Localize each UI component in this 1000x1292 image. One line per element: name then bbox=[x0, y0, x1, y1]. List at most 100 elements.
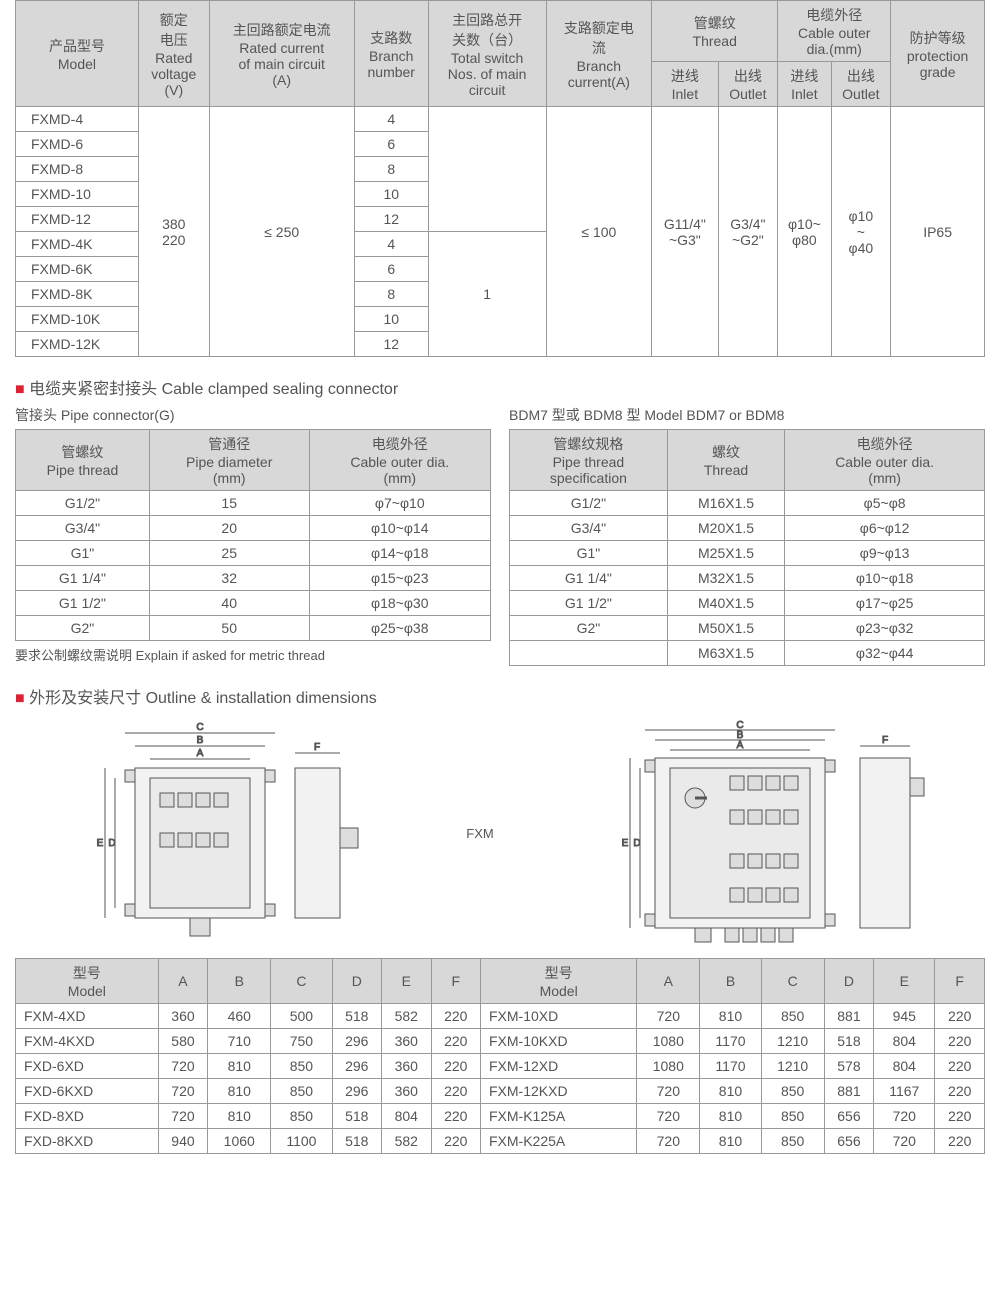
dim-cell: 220 bbox=[431, 1029, 480, 1054]
dim-cell: 720 bbox=[637, 1079, 700, 1104]
dim-cell: FXM-K125A bbox=[480, 1104, 636, 1129]
dim-cell: 220 bbox=[935, 1054, 985, 1079]
dim-cell: 804 bbox=[874, 1029, 935, 1054]
cell-branch: 10 bbox=[354, 307, 428, 332]
dim-cell: 804 bbox=[382, 1104, 431, 1129]
bdm-h2: 螺纹Thread bbox=[667, 430, 784, 491]
svg-text:A: A bbox=[736, 740, 743, 751]
bdm-cell: φ5~φ8 bbox=[785, 491, 985, 516]
table-row-model: FXMD-4 bbox=[16, 107, 139, 132]
th-branch-num: 支路数Branchnumber bbox=[354, 1, 428, 107]
dim-cell: 296 bbox=[332, 1079, 381, 1104]
dim-hE-l: E bbox=[382, 959, 431, 1004]
bdm-cell: φ23~φ32 bbox=[785, 616, 985, 641]
th-cable-inlet: 进线Inlet bbox=[778, 62, 831, 107]
th-total-switch: 主回路总开关数（台）Total switchNos. of maincircui… bbox=[428, 1, 546, 107]
pipe-cell: G3/4" bbox=[16, 516, 150, 541]
bdm-cell: M25X1.5 bbox=[667, 541, 784, 566]
cell-branch: 10 bbox=[354, 182, 428, 207]
cell-cable_outlet: φ10~φ40 bbox=[831, 107, 891, 357]
dim-cell: 220 bbox=[431, 1079, 480, 1104]
dim-hF-r: F bbox=[935, 959, 985, 1004]
dim-cell: 850 bbox=[271, 1104, 332, 1129]
table-row-model: FXMD-10K bbox=[16, 307, 139, 332]
cell-branch_current: ≤ 100 bbox=[546, 107, 652, 357]
dim-cell: 220 bbox=[431, 1129, 480, 1154]
cell-switch-bottom: 1 bbox=[428, 232, 546, 357]
bdm-cell: G1" bbox=[510, 541, 668, 566]
dim-h-model-r: 型号Model bbox=[480, 959, 636, 1004]
dim-cell: 578 bbox=[824, 1054, 873, 1079]
dim-cell: 220 bbox=[935, 1104, 985, 1129]
pipe-cell: φ15~φ23 bbox=[309, 566, 490, 591]
dim-cell: 296 bbox=[332, 1054, 381, 1079]
cell-branch: 12 bbox=[354, 332, 428, 357]
bdm-cell: G1 1/2" bbox=[510, 591, 668, 616]
dim-cell: 810 bbox=[700, 1004, 761, 1029]
table-row-model: FXMD-10 bbox=[16, 182, 139, 207]
bdm-cell: G1/2" bbox=[510, 491, 668, 516]
dim-cell: 1210 bbox=[761, 1029, 824, 1054]
svg-text:D: D bbox=[109, 838, 116, 849]
table-row-model: FXMD-8K bbox=[16, 282, 139, 307]
dim-cell: FXD-8XD bbox=[16, 1104, 159, 1129]
pipe-connector-table: 管螺纹Pipe thread 管通径Pipe diameter(mm) 电缆外径… bbox=[15, 429, 491, 641]
th-main-current: 主回路额定电流Rated currentof main circuit(A) bbox=[209, 1, 354, 107]
th-thread-outlet: 出线Outlet bbox=[718, 62, 778, 107]
dim-cell: 720 bbox=[637, 1004, 700, 1029]
bdm-cell bbox=[510, 641, 668, 666]
dim-cell: 1100 bbox=[271, 1129, 332, 1154]
dim-cell: 220 bbox=[935, 1029, 985, 1054]
svg-text:F: F bbox=[314, 742, 320, 753]
bdm-title: BDM7 型或 BDM8 型 Model BDM7 or BDM8 bbox=[509, 405, 985, 425]
dim-cell: 518 bbox=[824, 1029, 873, 1054]
pipe-cell: G1" bbox=[16, 541, 150, 566]
dim-cell: 296 bbox=[332, 1029, 381, 1054]
dimensions-table: 型号Model A B C D E F 型号Model A B C D E F … bbox=[15, 958, 985, 1154]
bdm-cell: φ32~φ44 bbox=[785, 641, 985, 666]
th-cable: 电缆外径Cable outerdia.(mm) bbox=[778, 1, 891, 62]
pipe-connector-title: 管接头 Pipe connector(G) bbox=[15, 405, 491, 425]
dim-cell: 810 bbox=[700, 1079, 761, 1104]
bdm-cell: M63X1.5 bbox=[667, 641, 784, 666]
metric-note: 要求公制螺纹需说明 Explain if asked for metric th… bbox=[15, 645, 491, 664]
dim-cell: 810 bbox=[700, 1104, 761, 1129]
dim-cell: 460 bbox=[208, 1004, 271, 1029]
pipe-cell: G1 1/4" bbox=[16, 566, 150, 591]
section-dim-text: 外形及安装尺寸 Outline & installation dimension… bbox=[29, 690, 377, 707]
dim-cell: FXD-6XD bbox=[16, 1054, 159, 1079]
dim-cell: 582 bbox=[382, 1129, 431, 1154]
enclosure-large-diagram: C B A E D F bbox=[595, 718, 935, 948]
section-cable-title: ■ 电缆夹紧密封接头 Cable clamped sealing connect… bbox=[15, 375, 985, 399]
svg-text:A: A bbox=[197, 748, 204, 759]
pipe-cell: 40 bbox=[149, 591, 309, 616]
dim-cell: 720 bbox=[637, 1129, 700, 1154]
bdm-cell: M40X1.5 bbox=[667, 591, 784, 616]
cell-branch: 6 bbox=[354, 132, 428, 157]
bdm-cell: M50X1.5 bbox=[667, 616, 784, 641]
pipe-h1: 管螺纹Pipe thread bbox=[16, 430, 150, 491]
bdm-h1: 管螺纹规格Pipe threadspecification bbox=[510, 430, 668, 491]
dim-cell: 720 bbox=[874, 1129, 935, 1154]
dim-cell: FXD-8KXD bbox=[16, 1129, 159, 1154]
cell-branch: 8 bbox=[354, 157, 428, 182]
dim-cell: 810 bbox=[700, 1129, 761, 1154]
th-thread: 管螺纹Thread bbox=[652, 1, 778, 62]
dim-cell: 720 bbox=[637, 1104, 700, 1129]
dim-cell: 220 bbox=[935, 1129, 985, 1154]
pipe-cell: φ18~φ30 bbox=[309, 591, 490, 616]
pipe-cell: 15 bbox=[149, 491, 309, 516]
dim-cell: FXM-4XD bbox=[16, 1004, 159, 1029]
dim-cell: FXM-K225A bbox=[480, 1129, 636, 1154]
cell-main_current: ≤ 250 bbox=[209, 107, 354, 357]
dim-cell: 750 bbox=[271, 1029, 332, 1054]
bdm-cell: φ9~φ13 bbox=[785, 541, 985, 566]
pipe-cell: G1 1/2" bbox=[16, 591, 150, 616]
th-voltage: 额定电压Ratedvoltage(V) bbox=[138, 1, 209, 107]
dim-cell: 720 bbox=[874, 1104, 935, 1129]
th-branch-current: 支路额定电流Branchcurrent(A) bbox=[546, 1, 652, 107]
dim-hC-l: C bbox=[271, 959, 332, 1004]
cell-thread_outlet: G3/4"~G2" bbox=[718, 107, 778, 357]
dim-cell: 810 bbox=[208, 1079, 271, 1104]
dim-cell: FXM-4KXD bbox=[16, 1029, 159, 1054]
